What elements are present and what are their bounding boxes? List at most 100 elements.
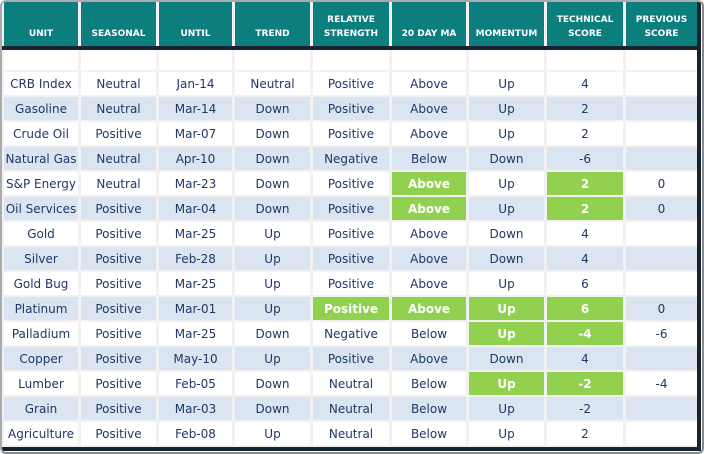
cell-seasonal: Positive: [81, 197, 156, 222]
cell-unit: Palladium: [4, 322, 78, 347]
cell-momentum: Up: [469, 322, 544, 347]
column-header-momentum: MOMENTUM: [469, 2, 544, 46]
cell-momentum: Up: [469, 297, 544, 322]
cell-momentum: Up: [469, 97, 544, 122]
cell-technical_score: 4: [547, 72, 623, 97]
cell-momentum: Down: [469, 347, 544, 372]
cell-until: Feb-08: [159, 422, 232, 447]
cell-ma20: Below: [392, 322, 466, 347]
cell-momentum: Up: [469, 272, 544, 297]
cell-unit: Agriculture: [4, 422, 78, 447]
cell-unit: Copper: [4, 347, 78, 372]
cell-seasonal: Positive: [81, 247, 156, 272]
column-header-until: UNTIL: [159, 2, 232, 46]
cell-ma20: Above: [392, 122, 466, 147]
cell-relative_strength: Positive: [313, 122, 389, 147]
cell-unit: Silver: [4, 247, 78, 272]
cell-unit: Natural Gas: [4, 147, 78, 172]
cell-until: Jan-14: [159, 72, 232, 97]
cell-unit: Oil Services: [4, 197, 78, 222]
cell-ma20: Below: [392, 422, 466, 447]
cell-previous_score: [626, 122, 697, 147]
spacer-cell: [81, 50, 156, 72]
cell-relative_strength: Neutral: [313, 397, 389, 422]
cell-unit: Crude Oil: [4, 122, 78, 147]
cell-previous_score: -6: [626, 322, 697, 347]
cell-technical_score: 4: [547, 222, 623, 247]
cell-previous_score: 0: [626, 197, 697, 222]
cell-unit: Grain: [4, 397, 78, 422]
cell-trend: Down: [235, 372, 310, 397]
column-header-unit: UNIT: [4, 2, 78, 46]
cell-unit: Gold: [4, 222, 78, 247]
cell-unit: Platinum: [4, 297, 78, 322]
spacer-cell: [392, 50, 466, 72]
cell-until: Mar-01: [159, 297, 232, 322]
cell-relative_strength: Neutral: [313, 372, 389, 397]
cell-seasonal: Positive: [81, 222, 156, 247]
cell-ma20: Above: [392, 72, 466, 97]
cell-momentum: Up: [469, 197, 544, 222]
spacer-cell: [4, 50, 78, 72]
cell-technical_score: -6: [547, 147, 623, 172]
cell-relative_strength: Positive: [313, 172, 389, 197]
cell-momentum: Up: [469, 72, 544, 97]
spacer-cell: [235, 50, 310, 72]
header-underline: [2, 46, 697, 50]
cell-until: Mar-23: [159, 172, 232, 197]
cell-unit: CRB Index: [4, 72, 78, 97]
cell-relative_strength: Negative: [313, 322, 389, 347]
cell-previous_score: [626, 147, 697, 172]
cell-seasonal: Positive: [81, 397, 156, 422]
cell-technical_score: 2: [547, 122, 623, 147]
cell-until: Feb-28: [159, 247, 232, 272]
cell-technical_score: 6: [547, 297, 623, 322]
cell-momentum: Down: [469, 147, 544, 172]
cell-technical_score: 2: [547, 172, 623, 197]
cell-until: Mar-14: [159, 97, 232, 122]
cell-previous_score: [626, 247, 697, 272]
cell-momentum: Down: [469, 247, 544, 272]
column-header-previous_score: PREVIOUS SCORE: [626, 2, 697, 46]
cell-trend: Up: [235, 247, 310, 272]
column-header-seasonal: SEASONAL: [81, 2, 156, 46]
cell-previous_score: [626, 397, 697, 422]
cell-previous_score: 0: [626, 297, 697, 322]
cell-unit: Gold Bug: [4, 272, 78, 297]
cell-previous_score: -4: [626, 372, 697, 397]
cell-ma20: Above: [392, 97, 466, 122]
cell-momentum: Up: [469, 397, 544, 422]
cell-ma20: Below: [392, 397, 466, 422]
cell-ma20: Above: [392, 197, 466, 222]
cell-ma20: Below: [392, 147, 466, 172]
cell-until: Mar-25: [159, 272, 232, 297]
cell-seasonal: Neutral: [81, 72, 156, 97]
cell-ma20: Above: [392, 172, 466, 197]
cell-relative_strength: Positive: [313, 247, 389, 272]
cell-ma20: Above: [392, 222, 466, 247]
cell-trend: Neutral: [235, 72, 310, 97]
spacer-cell: [469, 50, 544, 72]
cell-momentum: Up: [469, 422, 544, 447]
cell-ma20: Above: [392, 272, 466, 297]
cell-ma20: Above: [392, 297, 466, 322]
cell-technical_score: 2: [547, 97, 623, 122]
cell-technical_score: 6: [547, 272, 623, 297]
cell-relative_strength: Positive: [313, 347, 389, 372]
cell-relative_strength: Positive: [313, 197, 389, 222]
cell-previous_score: [626, 97, 697, 122]
cell-technical_score: -2: [547, 397, 623, 422]
cell-ma20: Below: [392, 372, 466, 397]
cell-unit: S&P Energy: [4, 172, 78, 197]
cell-relative_strength: Positive: [313, 97, 389, 122]
cell-ma20: Above: [392, 347, 466, 372]
cell-trend: Down: [235, 97, 310, 122]
column-header-trend: TREND: [235, 2, 310, 46]
cell-relative_strength: Positive: [313, 222, 389, 247]
spacer-cell: [547, 50, 623, 72]
cell-technical_score: -4: [547, 322, 623, 347]
cell-previous_score: [626, 347, 697, 372]
cell-relative_strength: Positive: [313, 272, 389, 297]
